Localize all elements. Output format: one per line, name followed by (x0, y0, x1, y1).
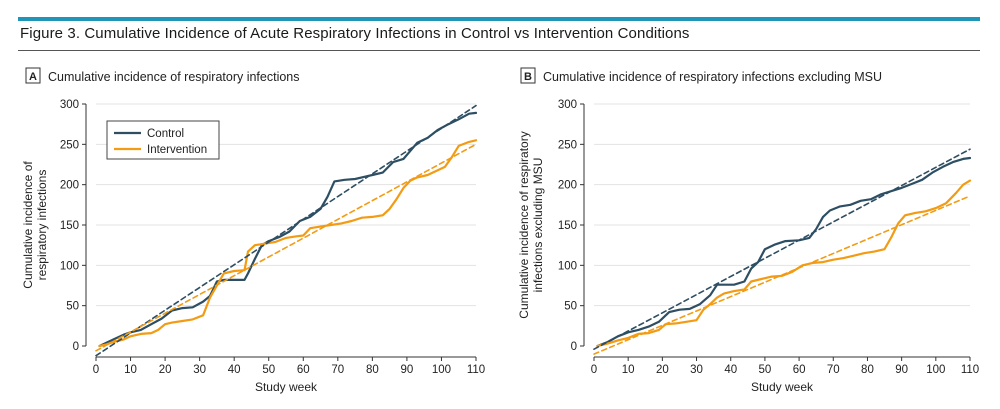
title-rule (18, 50, 980, 51)
y-tick-label: 250 (60, 139, 79, 151)
y-tick-label: 50 (66, 301, 79, 313)
legend-entry-control: Control (147, 128, 184, 140)
panel-a: A Cumulative incidence of respiratory inf… (21, 67, 485, 394)
intervention-trend-line (593, 195, 971, 355)
y-tick-label: 100 (60, 260, 79, 272)
x-tick-label: 20 (656, 364, 669, 376)
legend-entry-intervention: Intervention (147, 144, 207, 156)
x-tick-label: 90 (895, 364, 908, 376)
y-tick-label: 150 (60, 220, 79, 232)
header-accent-bar (18, 17, 980, 21)
y-tick-label: 150 (558, 220, 577, 232)
y-tick-label: 50 (564, 301, 577, 313)
control-line (596, 156, 972, 348)
x-tick-label: 30 (193, 364, 206, 376)
x-tick-label: 70 (827, 364, 840, 376)
y-tick-label: 300 (558, 99, 577, 111)
x-tick-label: 0 (93, 364, 99, 376)
x-tick-label: 10 (622, 364, 635, 376)
panel-label-box (520, 67, 536, 84)
y-tick-label: 100 (558, 260, 577, 272)
y-tick-label: 0 (73, 341, 79, 353)
x-tick-label: 60 (297, 364, 310, 376)
x-tick-label: 70 (331, 364, 344, 376)
control-trend-line (95, 104, 477, 357)
x-tick-label: 80 (861, 364, 874, 376)
y-axis-label: Cumulative incidence of respiratory (517, 131, 531, 318)
x-tick-label: 30 (690, 364, 703, 376)
panel-label: B (524, 71, 532, 83)
y-axis-label: respiratory infections (35, 170, 49, 281)
intervention-line (596, 179, 972, 348)
x-tick-label: 60 (793, 364, 806, 376)
y-axis-label: Cumulative incidence of (21, 161, 35, 289)
intervention-trend-line (95, 143, 477, 352)
x-tick-label: 100 (432, 364, 451, 376)
x-tick-label: 110 (961, 364, 979, 376)
x-tick-label: 10 (124, 364, 137, 376)
x-tick-label: 50 (759, 364, 772, 376)
y-tick-label: 250 (558, 139, 577, 151)
y-tick-label: 200 (558, 180, 577, 192)
x-axis-label: Study week (255, 380, 318, 394)
legend-box (106, 120, 220, 160)
y-axis-label: infections excluding MSU (531, 158, 545, 293)
y-tick-label: 300 (60, 99, 79, 111)
figure-title: Figure 3. Cumulative Incidence of Acute … (20, 25, 690, 42)
panel-label-box (25, 67, 41, 84)
x-tick-label: 90 (401, 364, 414, 376)
y-tick-label: 0 (571, 341, 577, 353)
panel-label: A (29, 71, 37, 83)
x-tick-label: 110 (467, 364, 485, 376)
x-tick-label: 20 (159, 364, 172, 376)
control-line (98, 111, 478, 348)
x-tick-label: 40 (724, 364, 737, 376)
y-tick-label: 200 (60, 180, 79, 192)
x-tick-label: 50 (262, 364, 275, 376)
x-axis-label: Study week (751, 380, 814, 394)
panel-title: Cumulative incidence of respiratory infe… (543, 70, 882, 84)
panel-b: B Cumulative incidence of respiratory inf… (517, 67, 979, 394)
panel-title: Cumulative incidence of respiratory infe… (48, 70, 300, 84)
x-tick-label: 0 (591, 364, 597, 376)
x-tick-label: 100 (926, 364, 945, 376)
x-tick-label: 40 (228, 364, 241, 376)
x-tick-label: 80 (366, 364, 379, 376)
intervention-line (98, 139, 478, 348)
control-trend-line (593, 148, 971, 350)
